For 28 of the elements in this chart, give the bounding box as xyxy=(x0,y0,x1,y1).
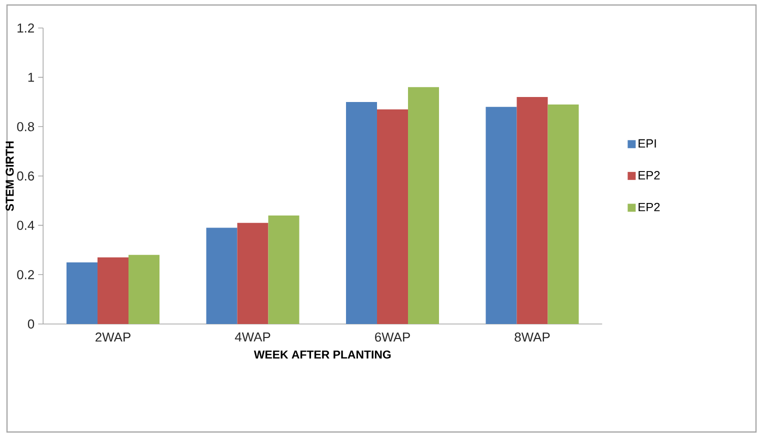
x-tick-label: 6WAP xyxy=(375,332,410,342)
bar xyxy=(268,215,300,324)
x-tick-label: 4WAP xyxy=(234,332,270,342)
x-tick-label: 8WAP xyxy=(514,332,550,342)
bar xyxy=(66,262,98,324)
y-tick-label: 1.2 xyxy=(18,23,34,33)
bar xyxy=(98,257,129,324)
bar xyxy=(128,254,160,324)
bar xyxy=(548,104,579,324)
y-tick-label: 0.2 xyxy=(17,270,34,280)
bar xyxy=(377,109,408,324)
y-tick-label: 0.6 xyxy=(17,171,34,181)
bar xyxy=(516,97,548,324)
y-tick-label: 1 xyxy=(28,72,34,82)
bar xyxy=(408,87,440,324)
x-tick-label: 2WAP xyxy=(96,332,130,342)
y-tick-label: 0 xyxy=(28,319,34,329)
y-axis-title: STEM GIRTH xyxy=(6,141,14,211)
legend-label: EP2 xyxy=(638,202,660,212)
bar xyxy=(346,102,378,324)
legend-label: EPI xyxy=(638,139,656,148)
bar xyxy=(206,228,238,324)
y-tick-label: 0.4 xyxy=(17,220,34,230)
legend-label: EP2 xyxy=(638,171,660,180)
y-tick-label: 0.8 xyxy=(17,122,34,132)
bar xyxy=(237,222,268,324)
bar xyxy=(486,106,517,324)
x-axis-title: WEEK AFTER PLANTING xyxy=(254,350,391,359)
